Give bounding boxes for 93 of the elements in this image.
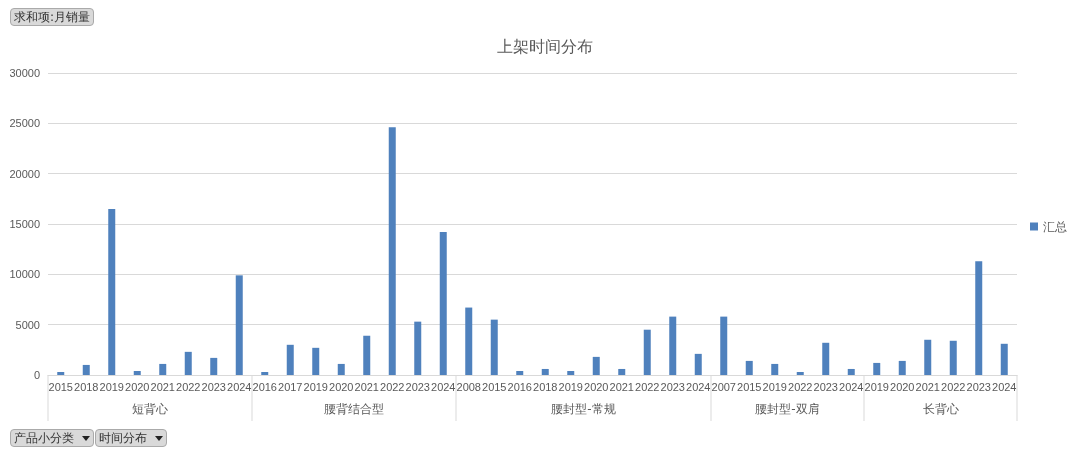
x-tick-label: 2015 (48, 380, 73, 393)
x-tick-label: 2017 (278, 380, 303, 393)
x-tick-label: 2023 (660, 380, 685, 393)
bar (210, 357, 218, 375)
bar (949, 340, 957, 375)
x-tick-label: 2022 (635, 380, 660, 393)
legend-label: 汇总 (1043, 219, 1067, 234)
bar (643, 329, 651, 375)
x-tick-label: 2020 (125, 380, 150, 393)
x-tick-label: 2019 (762, 380, 787, 393)
x-tick-label: 2021 (354, 380, 379, 393)
bar (388, 127, 396, 375)
bar (873, 362, 881, 375)
text: 腰封型-双肩 (755, 402, 820, 416)
chart-title: 上架时间分布 (497, 36, 593, 56)
bar (235, 275, 243, 375)
bar (363, 335, 371, 375)
x-tick-label: 2018 (533, 380, 558, 393)
bar (694, 353, 702, 375)
x-tick-label: 2016 (252, 380, 277, 393)
y-tick-label: 0 (33, 369, 40, 381)
bar (975, 261, 983, 375)
x-tick-label: 2020 (584, 380, 609, 393)
y-tick-label: 15000 (9, 218, 40, 230)
text: 腰封型-常规 (551, 402, 616, 416)
field-button: 求和项:月销量 (10, 8, 95, 26)
x-tick-label: 2022 (788, 380, 813, 393)
bar (618, 368, 626, 375)
bar (567, 370, 575, 375)
text: 短背心 (132, 402, 168, 416)
bar (133, 370, 141, 375)
bar (465, 307, 473, 375)
x-tick-label: 2023 (201, 380, 226, 393)
x-tick-label: 2016 (507, 380, 532, 393)
x-tick-label: 2019 (864, 380, 889, 393)
bar (516, 370, 524, 375)
x-tick-label: 2019 (303, 380, 328, 393)
y-tick-label: 25000 (9, 117, 40, 130)
bar (592, 356, 600, 375)
bar (1000, 343, 1008, 375)
bar (771, 363, 779, 375)
bar (261, 371, 269, 375)
x-tick-label: 2007 (711, 380, 736, 393)
x-tick-label: 2021 (915, 380, 940, 393)
bar (337, 363, 345, 375)
x-tick-label: 2023 (966, 380, 991, 393)
bar (439, 232, 447, 375)
bar (414, 321, 422, 375)
y-tick-label: 20000 (9, 167, 40, 180)
bar (108, 208, 116, 375)
x-tick-label: 2021 (609, 380, 634, 393)
bar (720, 316, 728, 375)
text: 时间分布 (99, 431, 147, 445)
bar (669, 316, 677, 375)
bar (312, 347, 320, 375)
x-tick-label: 2022 (176, 380, 201, 393)
bar (898, 360, 906, 375)
bar (822, 342, 830, 375)
x-tick-label: 2022 (380, 380, 405, 393)
x-tick-label: 2023 (813, 380, 838, 393)
x-tick-label: 2024 (686, 380, 711, 393)
y-tick-label: 10000 (9, 268, 40, 281)
text: 产品小分类 (14, 431, 74, 445)
x-tick-label: 2008 (456, 380, 481, 393)
x-tick-label: 2021 (150, 380, 175, 393)
bar (541, 368, 549, 375)
bar (82, 364, 90, 375)
x-tick-label: 2019 (99, 380, 124, 393)
x-tick-label: 2018 (74, 380, 99, 393)
bar (847, 368, 855, 375)
x-tick-label: 2023 (405, 380, 430, 393)
bar (184, 351, 192, 375)
x-tick-label: 2024 (431, 380, 456, 393)
y-tick-label: 5000 (15, 318, 40, 331)
x-tick-label: 2015 (482, 380, 507, 393)
bar (286, 344, 294, 375)
x-tick-label: 2020 (329, 380, 354, 393)
bar (159, 363, 167, 375)
x-tick-label: 2024 (839, 380, 864, 393)
x-tick-label: 2022 (941, 380, 966, 393)
bar (924, 339, 932, 375)
y-tick-label: 30000 (9, 67, 40, 79)
bar (745, 360, 753, 375)
bar (796, 371, 804, 375)
bar (490, 319, 498, 375)
x-tick-label: 2019 (558, 380, 583, 393)
x-tick-label: 2020 (890, 380, 915, 393)
text: 腰背结合型 (324, 402, 384, 416)
x-tick-label: 2024 (227, 380, 252, 393)
text: 长背心 (922, 402, 959, 416)
x-tick-label: 2024 (992, 380, 1017, 393)
x-tick-label: 2015 (737, 380, 762, 393)
bar (57, 371, 65, 375)
